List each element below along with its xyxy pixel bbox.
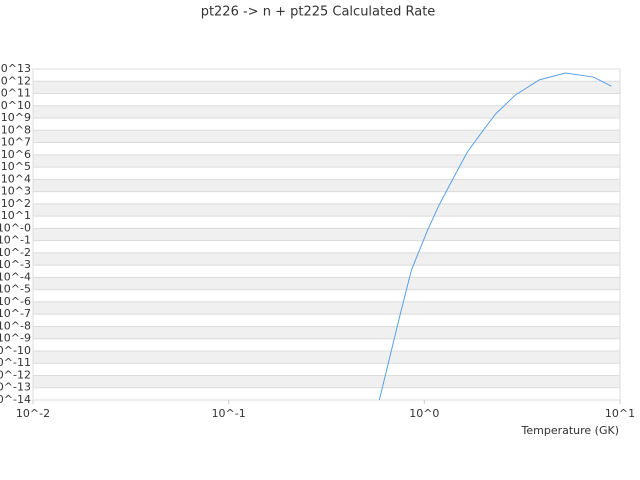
y-tick-label: 10^5 <box>1 160 31 173</box>
y-tick-label: 10^-14 <box>0 393 31 406</box>
grid-band <box>33 228 620 241</box>
y-tick-label: 10^-13 <box>0 381 31 394</box>
y-tick-label: 10^3 <box>1 185 31 198</box>
grid-bands <box>33 81 620 388</box>
data-line <box>378 72 612 400</box>
y-tick-label: 10^13 <box>0 62 31 75</box>
y-tick-label: 10^-6 <box>0 295 31 308</box>
y-tick-label: 10^-10 <box>0 344 31 357</box>
y-tick-label: 10^-0 <box>0 221 31 234</box>
grid-band <box>33 81 620 94</box>
y-tick-label: 10^-1 <box>0 234 31 247</box>
plot-frame <box>32 68 621 401</box>
grid-band <box>33 105 620 119</box>
grid-band <box>33 277 620 290</box>
y-tick-label: 10^9 <box>1 111 31 124</box>
y-tick-label: 10^11 <box>0 87 31 100</box>
y-tick-label: 10^6 <box>1 148 31 161</box>
y-tick-label: 10^-5 <box>0 283 31 296</box>
grid-band <box>33 326 620 339</box>
chart-title: pt226 -> n + pt225 Calculated Rate <box>201 5 436 20</box>
y-tick-label: 10^-9 <box>0 332 31 345</box>
grid-band <box>33 350 620 364</box>
y-tick-label: 10^4 <box>1 172 31 185</box>
y-tick-label: 10^-11 <box>0 356 31 369</box>
grid-band <box>33 203 620 217</box>
y-tick-label: 10^-3 <box>0 258 31 271</box>
grid-band <box>33 130 620 143</box>
y-tick-label: 10^-7 <box>0 307 31 320</box>
grid-band <box>33 154 620 168</box>
y-tick-label: 10^-2 <box>0 246 31 259</box>
y-tick-label: 10^12 <box>0 74 31 87</box>
grid-band <box>33 301 620 315</box>
x-axis-label: Temperature (GK) <box>521 424 620 437</box>
y-tick-label: 10^1 <box>1 209 31 222</box>
y-tick-label: 10^10 <box>0 99 31 112</box>
x-tick-label: 10^1 <box>605 407 635 420</box>
grid-band <box>33 179 620 192</box>
grid-band <box>33 252 620 266</box>
x-tick-label: 10^0 <box>409 407 439 420</box>
grid-band <box>33 375 620 388</box>
y-tick-label: 10^7 <box>1 136 31 149</box>
x-tick-label: 10^-2 <box>16 407 50 420</box>
x-tick-label: 10^-1 <box>212 407 246 420</box>
y-tick-label: 10^-8 <box>0 319 31 332</box>
y-tick-label: 10^8 <box>1 123 31 136</box>
y-tick-label: 10^2 <box>1 197 31 210</box>
y-tick-label: 10^-12 <box>0 368 31 381</box>
y-tick-label: 10^-4 <box>0 270 31 283</box>
